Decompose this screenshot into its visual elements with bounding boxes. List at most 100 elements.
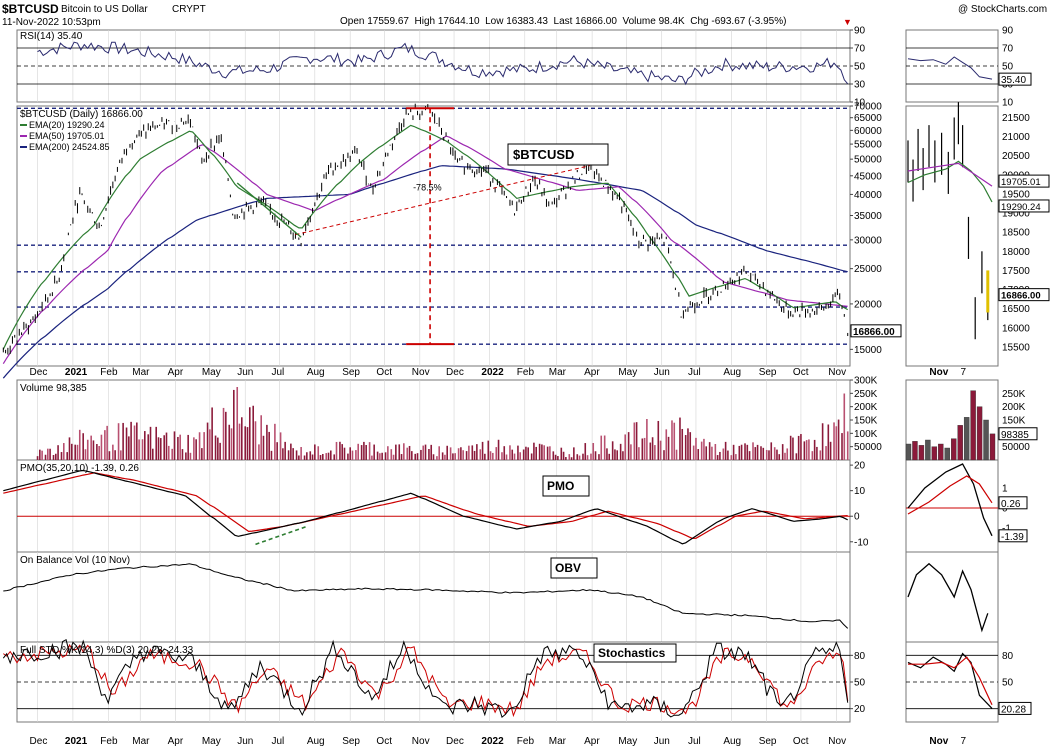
- x-axis-label: Oct: [793, 736, 809, 747]
- volume-mini-tick: 50000: [1002, 442, 1030, 453]
- rsi-title: RSI(14) 35.40: [20, 31, 83, 42]
- mini-rsi-last-box: [998, 72, 1032, 86]
- ema200-line: [2, 165, 848, 379]
- mini-pmo-signal-line: [907, 475, 993, 515]
- ema20-line: [2, 124, 848, 350]
- x-axis-label: Oct: [376, 367, 392, 378]
- mini-pmo-line: [907, 463, 993, 537]
- pmo-tick-label: 10: [854, 486, 866, 497]
- pmo-label-box-text: PMO: [547, 479, 574, 493]
- price-tick-label: 70000: [854, 102, 882, 113]
- x-axis-label: 2021: [65, 736, 88, 747]
- price-tick-label: 15000: [854, 345, 882, 356]
- x-axis-label: Apr: [168, 736, 184, 747]
- mini-volume-bar: [938, 443, 944, 461]
- x-axis-label: Jun: [654, 736, 670, 747]
- rsi-mini-tick: 10: [1002, 98, 1014, 109]
- stoch-label-box-text: Stochastics: [598, 646, 666, 660]
- x-axis-label: Mar: [132, 367, 150, 378]
- x-axis-label: Jun: [237, 736, 253, 747]
- pmo-tick-label: 20: [854, 461, 866, 472]
- x-axis-label: Aug: [723, 367, 741, 378]
- mini-volume-bar: [944, 447, 950, 461]
- rsi-tick-label: 70: [854, 44, 866, 55]
- x-axis-label: Nov: [412, 736, 430, 747]
- x-axis-label: Feb: [100, 367, 118, 378]
- mini-x-axis-label: Nov: [929, 736, 948, 747]
- mini-stoch-last: 20.28: [1001, 704, 1026, 715]
- x-axis-label: Apr: [168, 367, 184, 378]
- price-last-label: 16866.00: [853, 327, 895, 338]
- obv-label-box: [550, 557, 598, 579]
- price-mini-tick: 21500: [1002, 113, 1030, 124]
- x-axis-label: Aug: [723, 736, 741, 747]
- chart-exchange: CRYPT: [172, 4, 206, 15]
- price-mini-tick: 18000: [1002, 247, 1030, 258]
- pmo-tick-label: -10: [854, 537, 869, 548]
- mini-pmo-label: 0.26: [1001, 499, 1021, 510]
- mini-volume-bar: [976, 406, 983, 461]
- price-tick-label: 35000: [854, 211, 882, 222]
- pmo-mini-frame: [905, 459, 999, 553]
- legend-label: EMA(50) 19705.01: [29, 131, 105, 141]
- mini-volume-bar: [983, 419, 989, 461]
- x-axis-label: Dec: [30, 736, 48, 747]
- price-mini-tick: 16500: [1002, 304, 1030, 315]
- mini-ema50-line: [907, 162, 993, 187]
- x-axis-label: Dec: [446, 367, 464, 378]
- x-axis-label: Apr: [584, 736, 600, 747]
- mini-x-axis-label: Nov: [929, 367, 948, 378]
- obv-title: On Balance Vol (10 Nov): [20, 555, 130, 566]
- stoch-mini-tick: 80: [1002, 651, 1014, 662]
- rsi-mini-tick: 70: [1002, 44, 1014, 55]
- volume-tick-label: 50000: [854, 442, 882, 453]
- mini-stoch-last-box: [998, 701, 1032, 715]
- mini-stoch-k-line: [907, 652, 993, 709]
- trendline-green: [236, 182, 302, 238]
- pmo-mini-tick: 1: [1002, 484, 1008, 495]
- stoch-k-line: [2, 638, 849, 718]
- volume-mini-tick: 200K: [1002, 402, 1026, 413]
- volume-tick-label: 150K: [854, 416, 878, 427]
- stoch-tick-label: 50: [854, 678, 866, 689]
- price-mini-tick: 16000: [1002, 323, 1030, 334]
- x-axis-label: Jul: [271, 367, 284, 378]
- x-axis-label: Aug: [307, 736, 325, 747]
- x-axis-label: May: [618, 367, 637, 378]
- x-axis-label: Dec: [446, 736, 464, 747]
- stoch-tick-label: 80: [854, 651, 866, 662]
- pmo-label-box: [542, 475, 590, 497]
- price-mini-tick: 21000: [1002, 132, 1030, 143]
- mini-rsi-last: 35.40: [1001, 75, 1026, 86]
- x-axis-label: 2022: [481, 367, 504, 378]
- x-axis-label: Nov: [828, 736, 846, 747]
- drawdown-label: -78.5%: [413, 183, 442, 193]
- ema50-line: [2, 135, 848, 365]
- price-tick-label: 40000: [854, 190, 882, 201]
- x-axis-label: 2022: [481, 736, 504, 747]
- volume-tick-label: 200K: [854, 402, 878, 413]
- volume-tick-label: 100K: [854, 429, 878, 440]
- x-axis-label: Apr: [584, 367, 600, 378]
- mini-stoch-d-line: [908, 656, 993, 706]
- x-axis-label: Sep: [342, 367, 360, 378]
- pmo-trendline: [255, 525, 308, 546]
- mini-volume-bar: [957, 425, 963, 461]
- obv-panel-frame: [16, 551, 851, 643]
- mini-pmo-label-box: [998, 496, 1028, 510]
- chart-name: Bitcoin to US Dollar: [61, 4, 148, 15]
- mini-volume-bar: [970, 390, 976, 461]
- volume-title: Volume 98,385: [20, 383, 87, 394]
- x-axis-label: Sep: [759, 736, 777, 747]
- x-axis-label: Feb: [517, 367, 535, 378]
- pmo-signal-line: [3, 472, 848, 540]
- mini-volume-bar: [963, 417, 970, 461]
- obv-line: [3, 563, 849, 629]
- mini-price-label: 19705.01: [1001, 177, 1041, 188]
- x-axis-label: Sep: [342, 736, 360, 747]
- x-axis-label: Dec: [30, 367, 48, 378]
- rsi-mini-tick: 90: [1002, 26, 1014, 37]
- price-mini-tick: 18500: [1002, 228, 1030, 239]
- mini-x-axis-label: 7: [960, 736, 966, 747]
